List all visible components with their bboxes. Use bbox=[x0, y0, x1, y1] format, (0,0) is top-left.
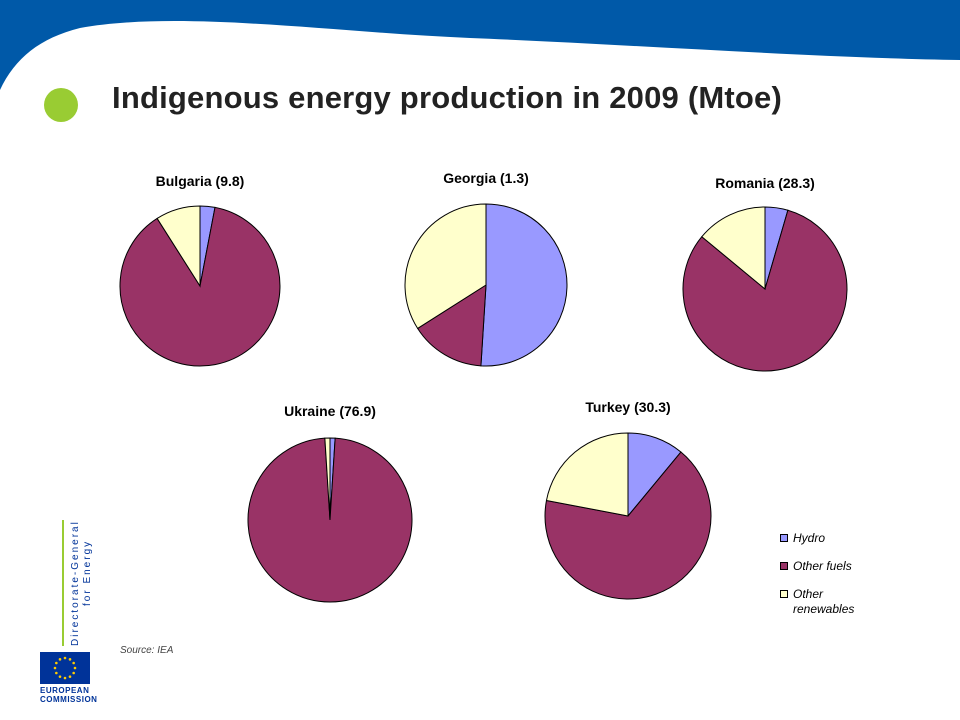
eu-star bbox=[55, 661, 58, 665]
legend-item-hydro: Hydro bbox=[780, 531, 883, 546]
eu-star bbox=[72, 671, 75, 675]
header-band bbox=[0, 0, 960, 90]
pie-chart-5: Turkey (30.3) bbox=[544, 399, 712, 600]
eu-star bbox=[58, 658, 62, 661]
pie-chart-1: Bulgaria (9.8) bbox=[119, 173, 281, 367]
eu-star bbox=[58, 675, 62, 678]
legend-item-other-fuels: Other fuels bbox=[780, 559, 883, 574]
logo-text: Directorate-General for Energy bbox=[70, 520, 94, 646]
eu-star bbox=[63, 676, 67, 680]
legend-item-other-renewables: Other renewables bbox=[780, 587, 883, 617]
legend-swatch-hydro bbox=[780, 534, 788, 542]
eu-line-1: EUROPEAN bbox=[40, 686, 90, 695]
eu-star bbox=[63, 656, 67, 660]
pie-slice-other-fuels bbox=[247, 437, 413, 603]
pie-slice-other-fuels bbox=[416, 284, 487, 367]
eu-star bbox=[68, 658, 72, 661]
title-bullet bbox=[44, 88, 78, 122]
eu-star bbox=[53, 666, 57, 670]
pie-slice-other-renewables bbox=[545, 432, 629, 517]
slide-title: Indigenous energy production in 2009 (Mt… bbox=[112, 80, 782, 115]
eu-star bbox=[55, 671, 58, 675]
legend-swatch-other-renewables bbox=[780, 590, 788, 598]
eu-star bbox=[68, 675, 72, 678]
pie-slice-other-renewables bbox=[404, 203, 487, 330]
eu-line-2: COMMISSION bbox=[40, 695, 98, 704]
pie-slice-other-renewables bbox=[156, 205, 201, 288]
legend-swatch-other-fuels bbox=[780, 562, 788, 570]
pie-title: Georgia (1.3) bbox=[443, 170, 529, 186]
pie-title: Bulgaria (9.8) bbox=[156, 173, 245, 189]
eu-star bbox=[72, 661, 75, 665]
pie-slice-other-fuels bbox=[682, 209, 848, 372]
pie-slice-other-fuels bbox=[544, 451, 712, 600]
pie-slice-other-renewables bbox=[324, 437, 331, 521]
pie-chart-2: Georgia (1.3) bbox=[404, 170, 568, 367]
logo-line-2: for Energy bbox=[82, 539, 93, 606]
legend-label: Other fuels bbox=[793, 559, 852, 573]
pie-chart-3: Romania (28.3) bbox=[682, 175, 848, 372]
legend-label: Other renewables bbox=[793, 587, 855, 616]
legend-label: Hydro bbox=[793, 531, 826, 545]
dg-energy-logo: Directorate-General for Energy bbox=[48, 520, 93, 650]
logo-divider bbox=[62, 520, 64, 646]
source-note: Source: IEA bbox=[120, 645, 174, 656]
pie-slice-hydro bbox=[480, 203, 568, 367]
pie-slice-other-renewables bbox=[701, 206, 766, 291]
eu-flag-icon bbox=[40, 652, 90, 684]
eu-commission-label: EUROPEAN COMMISSION bbox=[40, 686, 97, 704]
logo-line-1: Directorate-General bbox=[70, 520, 81, 646]
legend: Hydro Other fuels Other renewables bbox=[780, 531, 883, 630]
header-wave bbox=[0, 0, 960, 90]
pie-title: Romania (28.3) bbox=[715, 175, 815, 191]
pie-title: Turkey (30.3) bbox=[585, 399, 670, 415]
pie-chart-4: Ukraine (76.9) bbox=[247, 403, 413, 603]
eu-star bbox=[73, 666, 77, 670]
pie-title: Ukraine (76.9) bbox=[284, 403, 376, 419]
